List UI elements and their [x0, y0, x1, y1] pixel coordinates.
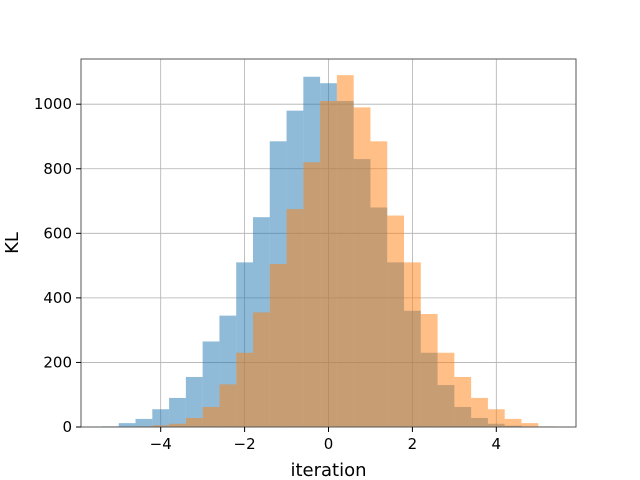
histogram-bar-series-2 [269, 263, 287, 427]
y-tick-label: 1000 [34, 95, 72, 113]
histogram-bar-series-2 [521, 423, 539, 427]
x-tick-label: 4 [492, 435, 502, 453]
histogram-bar-series-2 [202, 406, 220, 427]
x-tick-label: 2 [408, 435, 418, 453]
x-tick-label: 0 [324, 435, 334, 453]
axis-ticks: −4 −2 0 2 4 0 200 400 600 800 1000 [34, 95, 501, 453]
histogram-bar-series-2 [252, 312, 270, 427]
y-tick-label: 400 [43, 289, 72, 307]
histogram-bar-series-2 [454, 376, 472, 427]
y-axis-label: KL [2, 232, 23, 254]
y-tick-label: 600 [43, 224, 72, 242]
histogram-bar-series-2 [219, 384, 237, 427]
histogram-bar-series-1 [185, 376, 203, 427]
histogram-bar-series-2 [404, 262, 421, 427]
histogram-bar-series-1 [152, 409, 170, 427]
histogram-bar-series-1 [135, 418, 153, 427]
x-tick-label: −2 [234, 435, 256, 453]
histogram-bar-series-2 [387, 215, 405, 427]
histogram-bar-series-2 [471, 397, 488, 427]
histogram-bar-series-2 [152, 425, 170, 427]
histogram-bar-series-2 [487, 409, 505, 427]
y-tick-label: 0 [62, 418, 72, 436]
histogram-bar-series-2 [169, 423, 186, 427]
histogram-bar-series-2 [303, 162, 321, 427]
histogram-bar-series-1 [118, 423, 136, 427]
histogram-bar-series-2 [370, 141, 388, 427]
histogram-bar-series-2 [236, 352, 253, 427]
x-tick-label: −4 [150, 435, 172, 453]
histogram-bar-series-2 [420, 314, 438, 427]
histogram-bars [101, 75, 556, 428]
y-tick-label: 800 [43, 160, 72, 178]
histogram-bar-series-2 [353, 107, 371, 427]
histogram-bar-series-2 [185, 417, 203, 427]
y-tick-label: 200 [43, 353, 72, 371]
histogram-bar-series-2 [286, 209, 304, 427]
x-axis-label: iteration [290, 460, 366, 480]
histogram-bar-series-2 [320, 100, 337, 428]
histogram-bar-series-1 [169, 397, 186, 427]
histogram-bar-series-1 [202, 341, 220, 427]
histogram-bar-series-2 [437, 352, 455, 427]
histogram-bar-series-2 [504, 418, 522, 427]
histogram-bar-series-2 [336, 75, 354, 427]
